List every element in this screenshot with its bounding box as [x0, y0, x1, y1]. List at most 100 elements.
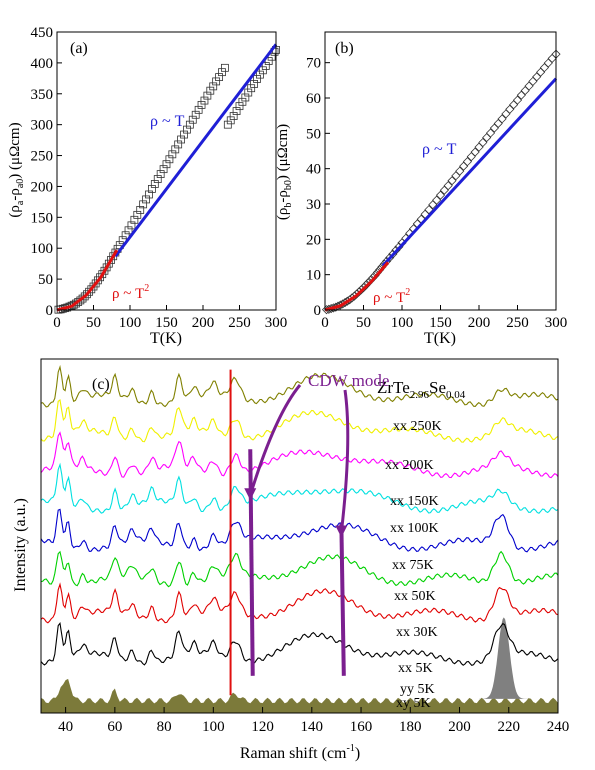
series-label: xx 200K	[385, 458, 434, 473]
panel-c-x-tick-label: 80	[157, 719, 172, 735]
series-label: xx 150K	[390, 494, 439, 509]
a-data-point	[89, 282, 98, 291]
a-data-point	[229, 112, 238, 120]
a-data-point	[87, 285, 96, 294]
cdw-mode-annotation: CDW mode	[308, 371, 389, 390]
spectrum-line-xx-250k	[40, 364, 559, 408]
b-fit-line-quadratic	[324, 261, 390, 312]
panel-c-x-tick-label: 120	[251, 719, 274, 735]
b-data-point	[520, 86, 530, 96]
a-data-point	[188, 115, 197, 124]
a-data-point	[159, 165, 168, 174]
panel-a-plot-area	[54, 43, 280, 314]
a-y-tick-label: 350	[31, 87, 54, 103]
a-data-point	[191, 110, 200, 119]
a-data-point	[200, 96, 209, 105]
a-y-tick-label: 250	[31, 149, 54, 165]
panel-c-x-axis-label: Raman shift (cm-1)	[240, 743, 360, 762]
b-y-tick-label: 70	[306, 56, 321, 72]
panel-c-x-tick-label: 240	[547, 719, 570, 735]
a-data-point	[177, 135, 186, 144]
series-label: xx 75K	[392, 558, 434, 573]
a-data-point	[93, 276, 102, 285]
b-data-point	[489, 123, 499, 133]
panel-a-x-ticks: 0 50 100 150 200 250 300	[53, 305, 287, 331]
a-y-tick-label: 0	[46, 303, 54, 319]
panel-b-x-ticks: 0 50 100 150 200 250 300	[321, 305, 567, 331]
b-x-tick-label: 50	[356, 315, 371, 331]
b-data-point	[424, 205, 434, 215]
a-x-tick-label: 150	[155, 315, 178, 331]
series-label: xx 100K	[390, 521, 439, 536]
a-fit-line-linear	[114, 43, 278, 258]
b-data-point	[459, 161, 469, 171]
a-data-point	[85, 287, 94, 296]
a-data-point	[168, 150, 177, 159]
cdw-guide-bar	[339, 523, 346, 676]
a-x-tick-label: 200	[192, 315, 215, 331]
b-data-point	[497, 114, 507, 124]
b-data-point	[451, 171, 461, 181]
a-data-point	[220, 63, 229, 72]
b-data-point	[443, 181, 453, 191]
a-data-point	[78, 294, 87, 303]
a-data-point	[133, 210, 142, 219]
a-data-point	[139, 200, 148, 209]
b-data-point	[528, 76, 538, 86]
a-data-point	[69, 300, 78, 309]
cdw-arrow-head	[244, 488, 257, 501]
panel-a-frame	[56, 31, 277, 311]
a-data-point	[165, 155, 174, 164]
a-data-point	[215, 73, 223, 81]
series-label: xy 5K	[396, 696, 431, 711]
a-y-tick-label: 400	[31, 56, 54, 72]
panel-b-frame	[324, 31, 557, 311]
spectrum-line-xx-50k	[40, 550, 559, 588]
a-data-point	[235, 102, 244, 111]
b-x-tick-label: 150	[429, 315, 452, 331]
spectrum-line-xx-100k	[40, 462, 559, 514]
b-data-point	[543, 58, 553, 68]
series-label: xx 30K	[396, 625, 438, 640]
panel-b-y-axis-label: (ρb-ρb0) (μΩcm)	[275, 124, 294, 220]
b-data-point	[512, 95, 523, 105]
panel-b-plot-area	[321, 49, 561, 315]
a-x-tick-label: 50	[86, 315, 101, 331]
a-data-point	[130, 215, 139, 224]
a-x-tick-label: 100	[119, 315, 142, 331]
a-data-point	[153, 175, 162, 183]
b-data-point	[482, 133, 492, 143]
panel-b-label: (b)	[335, 40, 354, 57]
panel-c-x-tick-label: 180	[399, 719, 422, 735]
a-data-point	[124, 226, 133, 235]
b-y-tick-label: 10	[306, 268, 321, 284]
b-y-tick-label: 0	[314, 303, 322, 319]
b-data-point	[470, 147, 480, 157]
a-data-point	[142, 195, 150, 204]
cdw-arrow-head	[335, 525, 348, 538]
a-data-point	[147, 185, 156, 193]
b-y-tick-label: 30	[306, 197, 321, 213]
a-data-point	[244, 88, 253, 97]
a-data-point	[238, 97, 247, 106]
a-y-tick-label: 200	[31, 179, 54, 195]
panel-c-x-tick-label: 220	[498, 719, 521, 735]
panel-c-frame	[40, 358, 559, 714]
b-data-point	[474, 142, 484, 152]
panel-c: 40 60 80 100 120 140 160 180 200 220 240 xx 250Kxx…	[12, 358, 570, 762]
a-y-tick-label: 100	[31, 241, 54, 257]
b-data-point	[432, 195, 442, 205]
a-data-point	[241, 93, 250, 102]
panel-c-x-tick-label: 60	[107, 719, 122, 735]
panel-a: 0 50 100 150 200 250 300 0 50 100 150 200 250 300 350…	[7, 25, 287, 347]
b-data-point	[539, 63, 550, 73]
panel-b-y-ticks: 0 10 20 30 40 50 60 70	[306, 56, 330, 319]
series-label: xx 250K	[393, 419, 442, 434]
b-data-point	[466, 152, 476, 162]
a-data-point	[83, 290, 91, 299]
b-data-point	[439, 185, 449, 195]
panel-c-x-tick-label: 40	[58, 719, 73, 735]
b-data-point	[455, 166, 465, 176]
a-data-point	[247, 84, 256, 93]
